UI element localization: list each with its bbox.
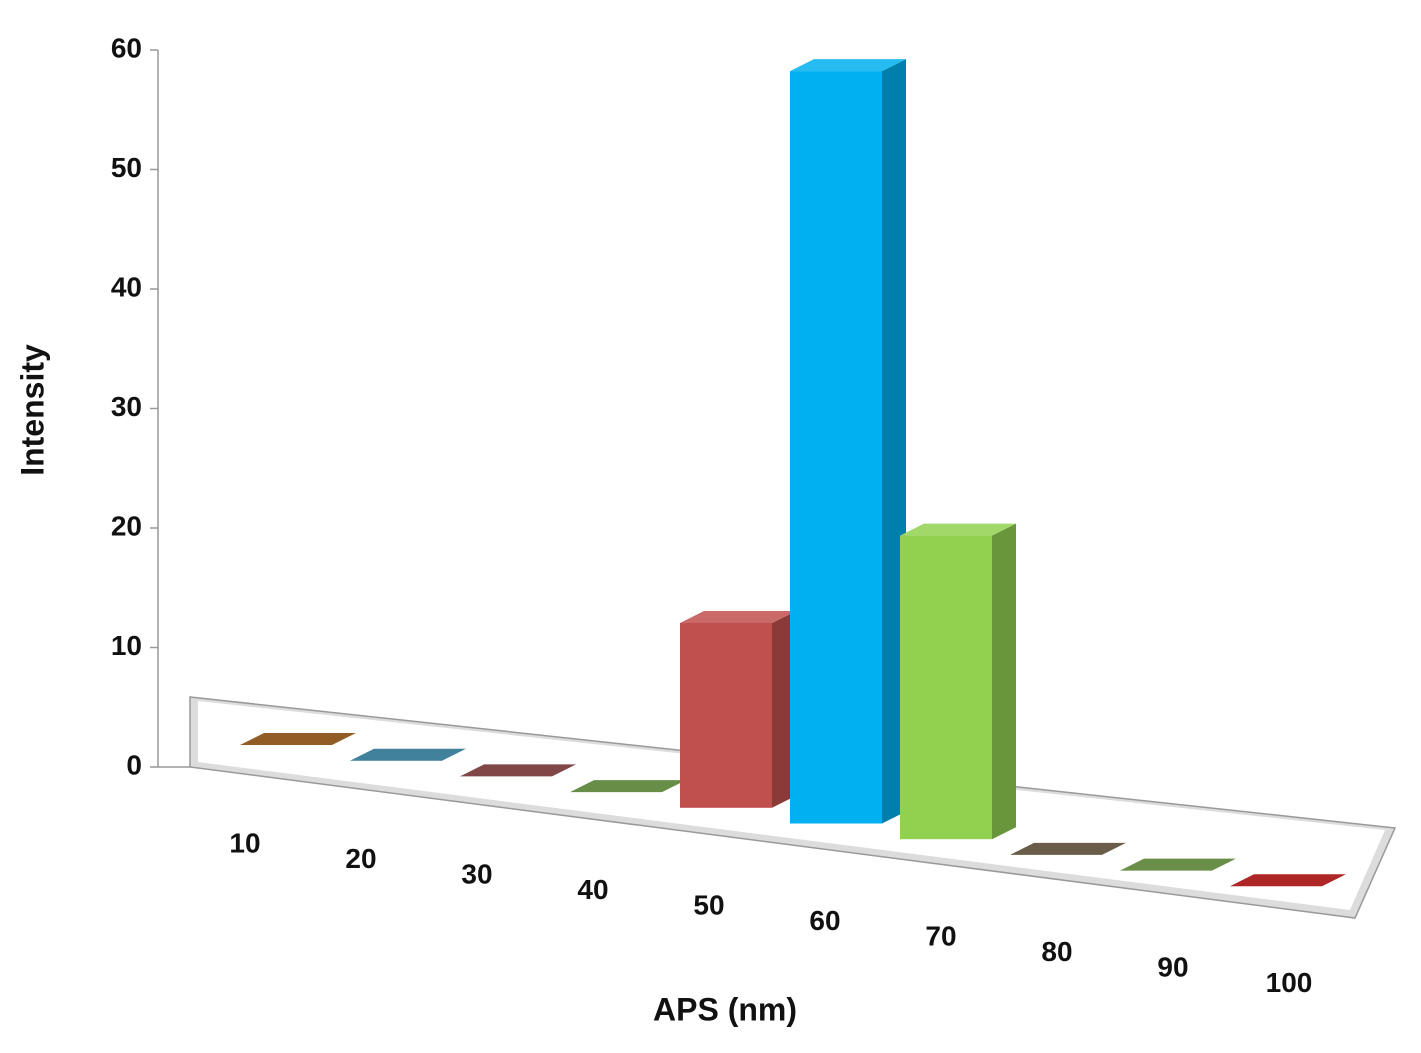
bar-top [570,780,686,793]
bar [570,780,686,793]
x-tick-label: 70 [925,920,956,951]
y-tick-label: 10 [111,630,142,661]
bar-top [240,733,356,745]
x-tick-label: 40 [577,874,608,905]
y-tick-label: 20 [111,510,142,541]
bar [680,611,796,808]
bar-top [900,523,1016,536]
bar-front [790,71,882,824]
y-tick-label: 0 [126,749,142,780]
y-tick-label: 50 [111,152,142,183]
x-tick-label: 80 [1041,936,1072,967]
bar-top [1120,858,1236,871]
bar [240,733,356,745]
bar-top [460,764,576,777]
bar-top [680,611,796,623]
bar-front [680,623,772,808]
bar-top [350,748,466,761]
bar [1120,858,1236,871]
bar [1230,874,1346,887]
bar-top [1010,842,1126,855]
y-axis-title: Intensity [14,344,50,476]
bar-top [1230,874,1346,887]
x-tick-label: 60 [809,905,840,936]
bar [350,748,466,761]
y-tick-label: 40 [111,271,142,302]
x-axis-title: APS (nm) [653,991,797,1027]
bar-side [992,523,1016,840]
x-tick-label: 50 [693,889,724,920]
bar [1010,842,1126,855]
x-tick-label: 10 [229,827,260,858]
bar-front [900,535,992,840]
x-tick-label: 30 [461,858,492,889]
x-tick-label: 100 [1266,967,1313,998]
bar [460,764,576,777]
x-tick-label: 20 [345,843,376,874]
y-tick-label: 30 [111,391,142,422]
bar-top [790,59,906,72]
x-tick-label: 90 [1157,951,1188,982]
bar [900,523,1016,840]
y-tick-label: 60 [111,32,142,63]
bar [790,59,906,824]
